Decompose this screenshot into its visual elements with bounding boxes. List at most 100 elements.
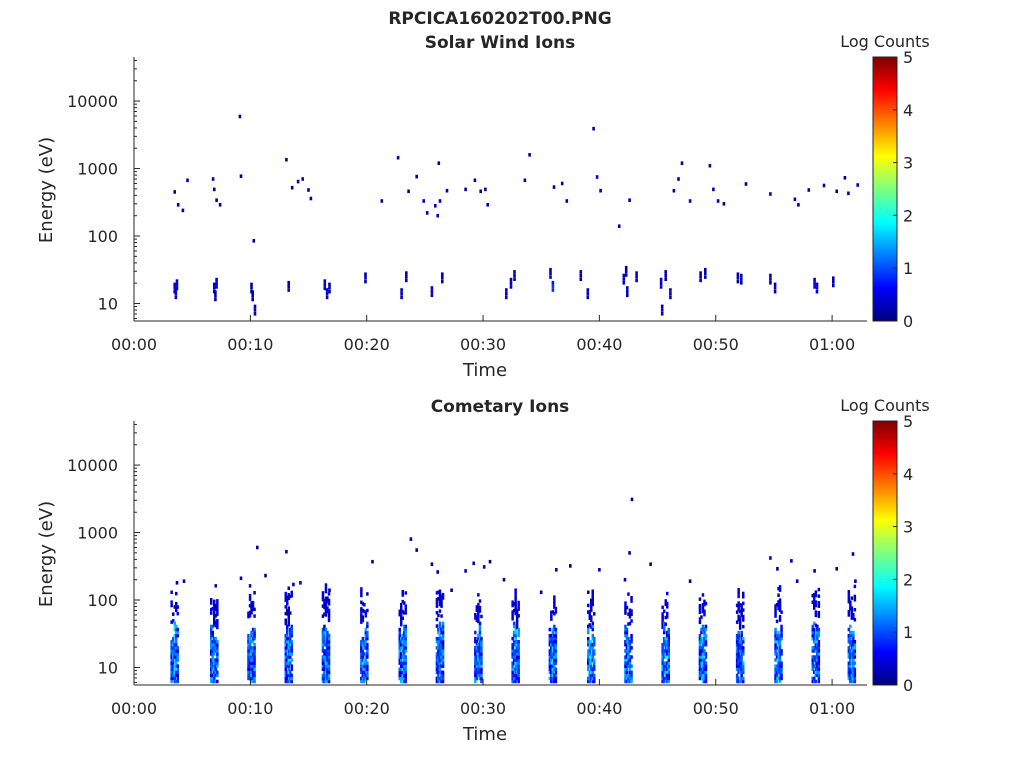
cometary-count-cell — [437, 661, 440, 665]
cometary-count-cell — [401, 661, 404, 665]
cometary-count-cell — [251, 607, 255, 612]
cometary-count-cell — [701, 661, 705, 665]
cometary-count-cell — [253, 667, 256, 671]
cometary-axes: 00:00 00:10 00:20 00:30 00:40 00:50 01:0010100… — [67, 421, 867, 718]
cometary-count-cell — [478, 609, 482, 613]
solar-wind-y-tick-label: 10000 — [67, 92, 118, 111]
cometary-count-cell — [327, 592, 331, 596]
cometary-count-cell — [326, 652, 329, 656]
cometary-count-cell — [250, 607, 253, 612]
cometary-count-cell — [403, 676, 406, 681]
cometary-count-cell — [364, 673, 368, 678]
cometary-count-cell — [324, 676, 328, 681]
cometary-count-cell — [366, 667, 369, 671]
cometary-count-cell — [667, 664, 670, 668]
cometary-count-cell — [173, 676, 176, 681]
cometary-count-cell — [847, 613, 851, 617]
cometary-count-cell — [284, 652, 287, 656]
cometary-count-cell — [480, 679, 483, 684]
cometary-count-cell — [774, 627, 777, 632]
cometary-count-cell — [286, 624, 289, 629]
cometary-count-cell — [216, 625, 219, 630]
cometary-count-cell — [742, 670, 745, 675]
cometary-count-cell — [211, 640, 214, 644]
cometary-count-cell — [553, 595, 556, 599]
cometary-count-cell — [247, 676, 250, 681]
cometary-count-cell — [363, 609, 366, 614]
cometary-count-cell — [663, 667, 666, 671]
cometary-count-cell — [816, 627, 819, 632]
cometary-count-cell — [569, 564, 572, 568]
cometary-count-cell — [630, 673, 633, 678]
cometary-count-cell — [401, 590, 404, 594]
cometary-count-cell — [286, 598, 289, 603]
cometary-count-cell — [440, 594, 443, 598]
cometary-count-cell — [441, 643, 445, 647]
cometary-count-cell — [326, 599, 329, 604]
cometary-count-cell — [703, 652, 706, 656]
cometary-count-cell — [211, 643, 214, 647]
cometary-count-cell — [554, 646, 558, 650]
cometary-count-cell — [289, 640, 292, 644]
cometary-count-cell — [811, 624, 814, 629]
cometary-count-cell — [210, 630, 213, 635]
cometary-count-cell — [554, 636, 558, 641]
figure-title: RPCICA160202T00.PNG — [388, 9, 611, 29]
cometary-count-cell — [289, 633, 292, 638]
solar-wind-count-cell — [635, 271, 638, 275]
cometary-count-cell — [248, 594, 252, 598]
cometary-count-cell — [553, 602, 556, 606]
cometary-count-cell — [366, 624, 369, 629]
cometary-count-cell — [361, 676, 365, 681]
cometary-count-cell — [661, 605, 664, 610]
cometary-count-cell — [477, 613, 480, 617]
cometary-count-cell — [663, 640, 666, 644]
solar-wind-count-cell — [441, 272, 444, 276]
cometary-count-cell — [400, 622, 403, 627]
solar-wind-count-cell — [437, 161, 441, 165]
cometary-count-cell — [324, 589, 328, 594]
cometary-count-cell — [814, 649, 818, 653]
cometary-count-cell — [738, 658, 742, 662]
cometary-count-cell — [175, 601, 178, 606]
cometary-count-cell — [173, 646, 176, 650]
cometary-count-cell — [403, 627, 406, 632]
solar-wind-count-cell — [626, 293, 629, 298]
cometary-count-cell — [515, 673, 519, 678]
cometary-count-cell — [323, 636, 326, 641]
cometary-count-cell — [661, 618, 664, 623]
cometary-count-cell — [701, 624, 705, 629]
cometary-count-cell — [738, 616, 742, 620]
cometary-count-cell — [850, 616, 854, 620]
solar-wind-count-cell — [285, 157, 288, 162]
cometary-count-cell — [435, 591, 439, 595]
cometary-count-cell — [284, 633, 287, 638]
cometary-y-tick-label: 10000 — [67, 456, 118, 475]
cometary-count-cell — [404, 661, 407, 665]
cometary-count-cell — [847, 627, 851, 632]
cometary-count-cell — [286, 640, 289, 644]
cometary-count-cell — [477, 633, 480, 638]
cometary-count-cell — [327, 652, 331, 656]
cometary-count-cell — [474, 640, 477, 644]
cometary-count-cell — [287, 619, 290, 624]
cometary-count-cell — [214, 664, 217, 668]
cometary-count-cell — [667, 652, 670, 656]
cometary-count-cell — [250, 655, 253, 659]
cometary-count-cell — [853, 618, 857, 622]
cometary-count-cell — [623, 577, 627, 582]
cometary-count-cell — [360, 670, 363, 675]
cometary-count-cell — [438, 652, 442, 656]
cometary-count-cell — [849, 624, 852, 629]
cometary-count-cell — [590, 673, 593, 678]
solar-wind-count-cell — [176, 203, 180, 207]
solar-wind-count-cell — [422, 199, 425, 203]
cometary-count-cell — [511, 646, 514, 650]
cometary-count-cell — [438, 592, 442, 597]
cometary-count-cell — [323, 655, 326, 659]
cometary-count-cell — [248, 610, 252, 615]
cometary-count-cell — [286, 661, 289, 665]
cometary-count-cell — [625, 643, 629, 647]
cometary-count-cell — [253, 591, 256, 595]
cometary-count-cell — [512, 649, 516, 653]
